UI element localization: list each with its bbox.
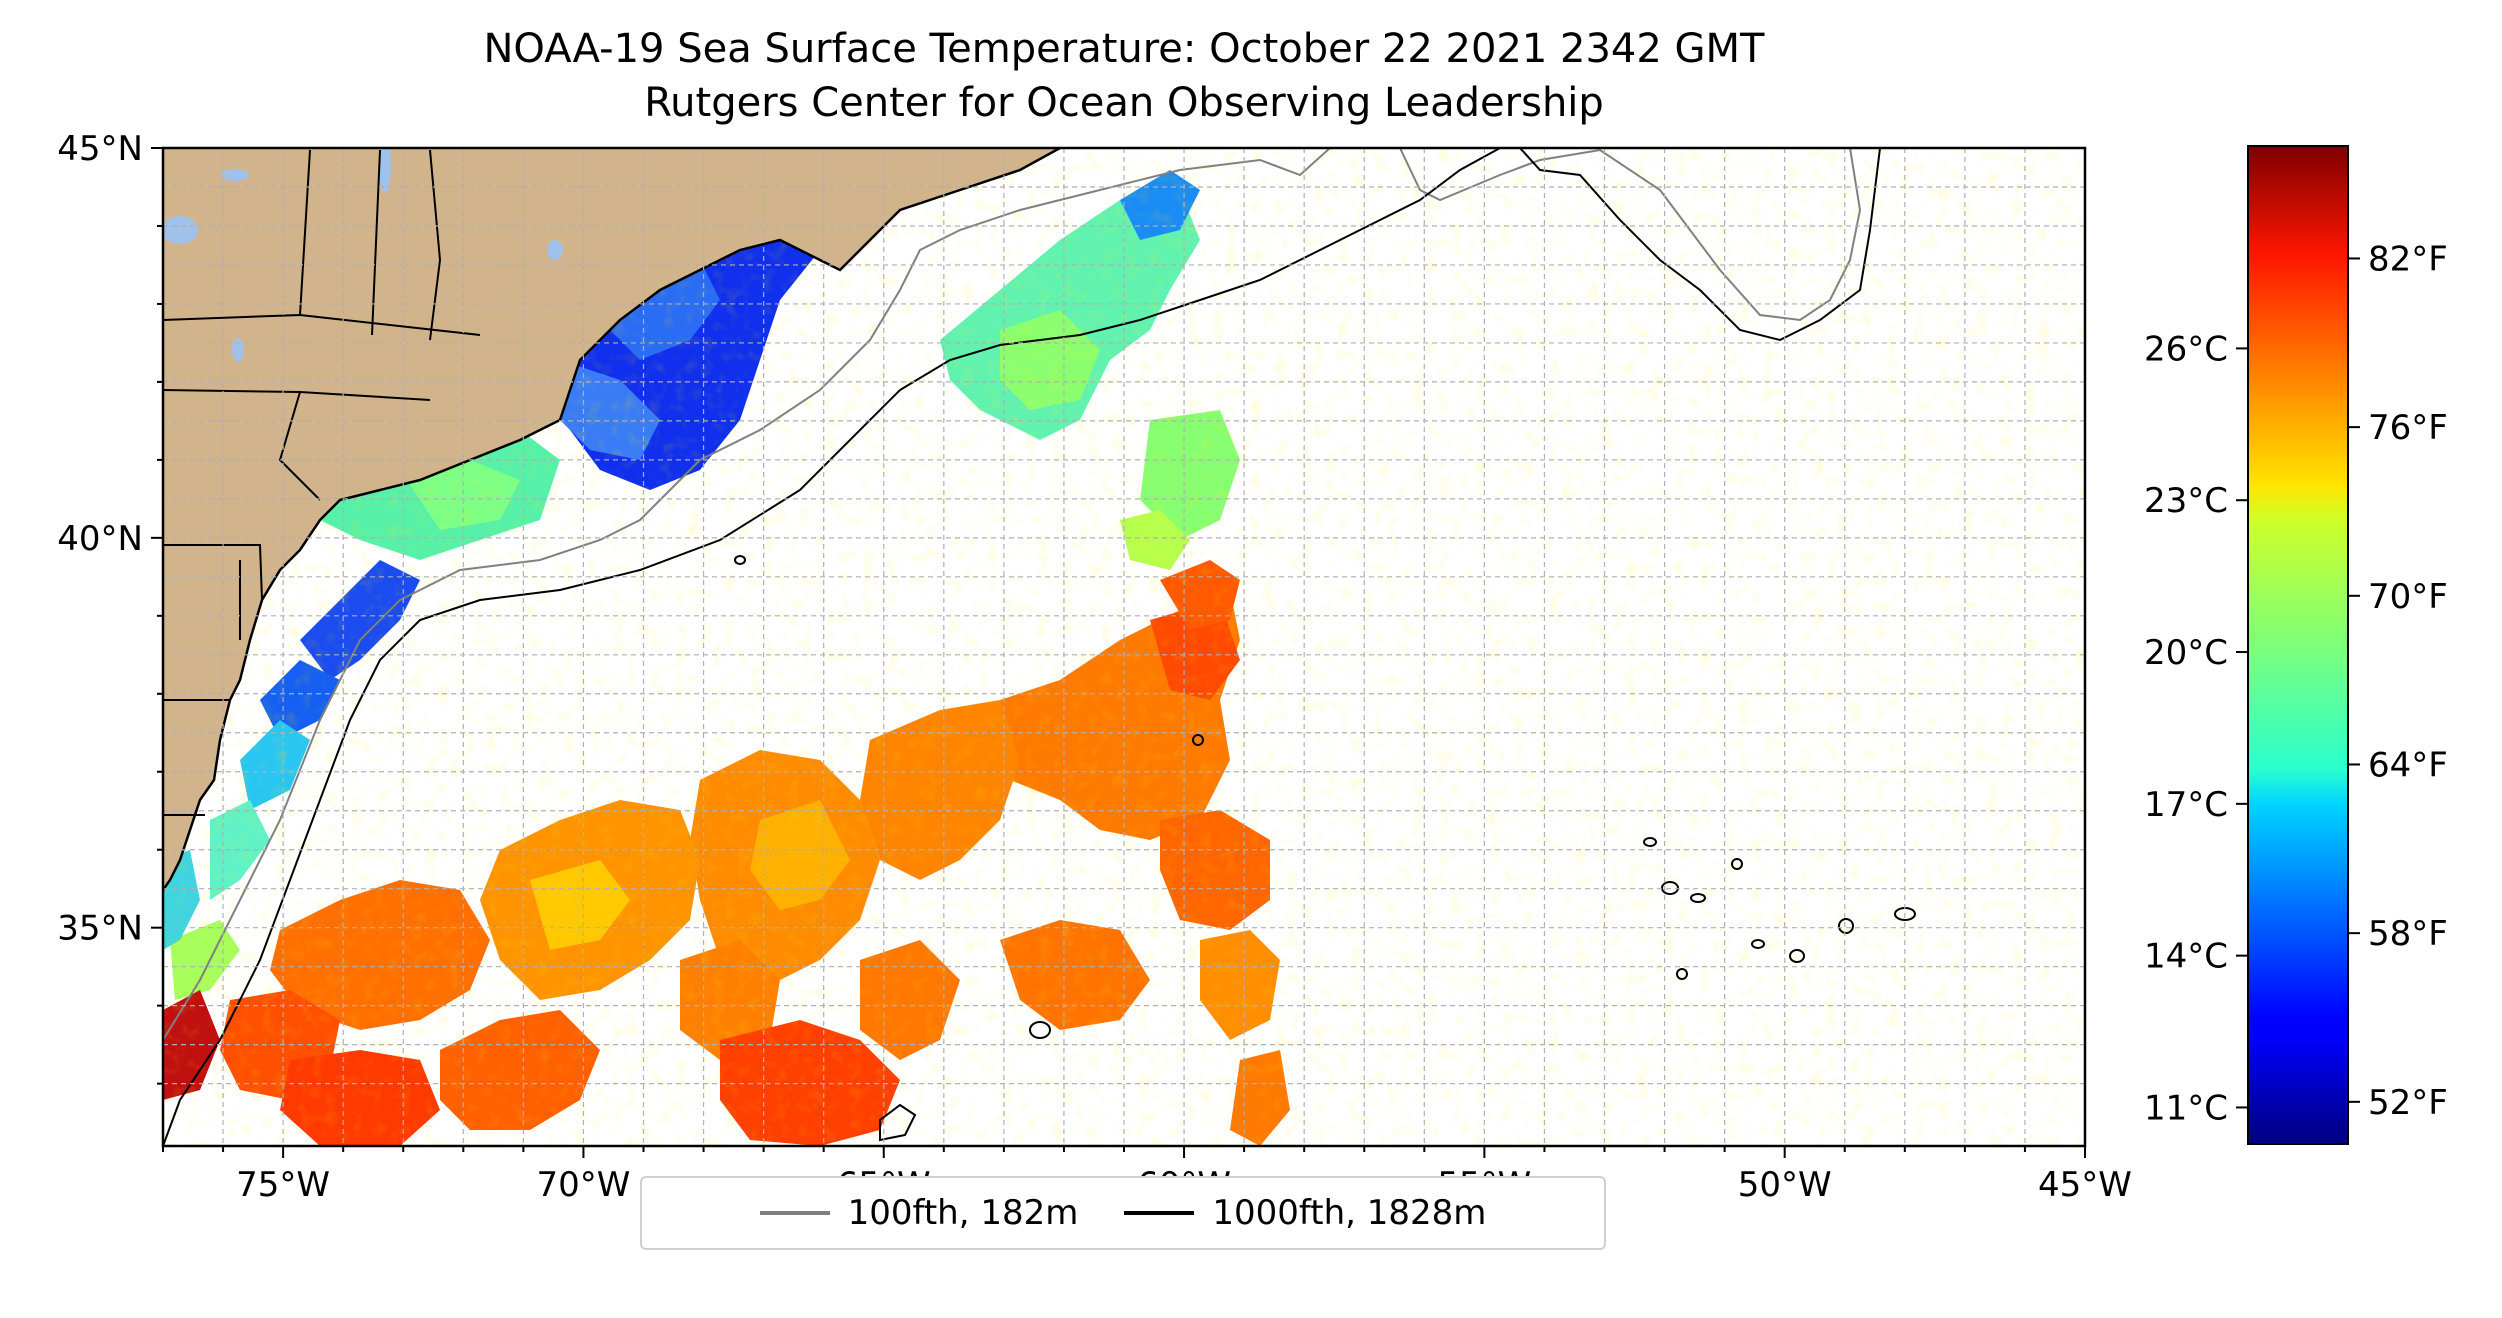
chart-title: NOAA-19 Sea Surface Temperature: October…	[163, 22, 2085, 130]
lon-tick-label: 50°W	[1738, 1165, 1832, 1205]
colorbar-f-tick-label: 52°F	[2368, 1083, 2448, 1123]
legend-label-100fth: 100fth, 182m	[847, 1193, 1079, 1233]
legend-item-100fth: 100fth, 182m	[759, 1193, 1079, 1233]
land-mass	[163, 148, 1060, 890]
legend-swatch-100fth	[759, 1211, 830, 1215]
legend-swatch-1000fth	[1124, 1211, 1195, 1215]
gridlines	[163, 148, 2085, 1146]
colorbar-f-tick-label: 58°F	[2368, 914, 2448, 954]
legend: 100fth, 182m 1000fth, 1828m	[640, 1176, 1606, 1250]
lat-tick-label: 45°N	[57, 129, 143, 169]
colorbar-fahrenheit-axis: 52°F 58°F 64°F 70°F 76°F 82°F	[2348, 239, 2448, 1123]
colorbar-c-tick-label: 20°C	[2144, 633, 2228, 673]
colorbar-c-tick-label: 26°C	[2144, 329, 2228, 369]
colorbar-c-tick-label: 14°C	[2144, 937, 2228, 977]
colorbar-f-tick-label: 70°F	[2368, 577, 2448, 617]
isobath-1000fth	[163, 148, 1881, 1146]
latitude-axis: 35°N 40°N 45°N	[57, 129, 163, 1085]
lakes	[163, 148, 563, 362]
colorbar-c-tick-label: 11°C	[2144, 1088, 2228, 1128]
colorbar-c-tick-label: 17°C	[2144, 785, 2228, 825]
title-line-1: NOAA-19 Sea Surface Temperature: October…	[483, 26, 1765, 72]
title-line-2: Rutgers Center for Ocean Observing Leade…	[644, 80, 1604, 126]
legend-item-1000fth: 1000fth, 1828m	[1124, 1193, 1486, 1233]
lon-tick-label: 75°W	[236, 1165, 330, 1205]
isobath-100fth	[163, 148, 1862, 1041]
colorbar-c-tick-label: 23°C	[2144, 481, 2228, 521]
seamounts	[734, 555, 1916, 1142]
colorbar-f-tick-label: 76°F	[2368, 408, 2448, 448]
colorbar-f-tick-label: 82°F	[2368, 239, 2448, 279]
lat-tick-label: 35°N	[57, 909, 143, 949]
lon-tick-label: 70°W	[536, 1165, 630, 1205]
colorbar-f-tick-label: 64°F	[2368, 745, 2448, 785]
colorbar	[2247, 145, 2349, 1145]
state-borders	[163, 149, 481, 816]
lat-tick-label: 40°N	[57, 519, 143, 559]
legend-label-1000fth: 1000fth, 1828m	[1212, 1193, 1487, 1233]
colorbar-celsius-axis: 11°C 14°C 17°C 20°C 23°C 26°C	[2144, 329, 2248, 1128]
lon-tick-label: 45°W	[2038, 1165, 2132, 1205]
